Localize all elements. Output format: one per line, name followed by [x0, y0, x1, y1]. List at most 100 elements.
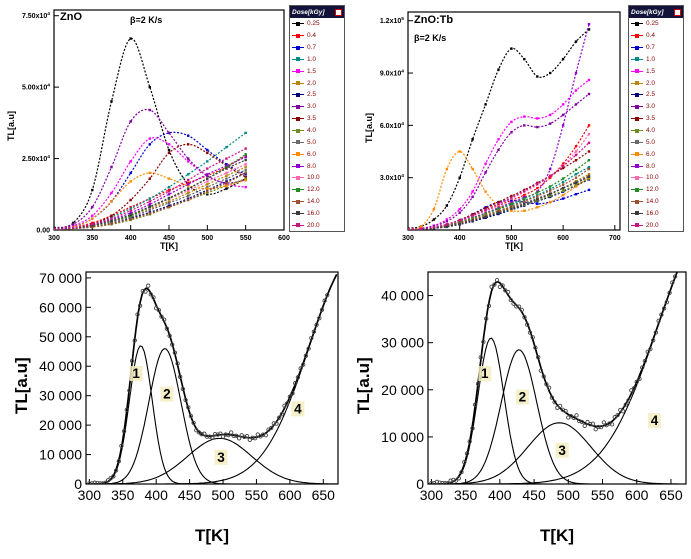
- legend-header-icon: [674, 8, 681, 16]
- measured-point-icon: [552, 399, 557, 405]
- data-marker-icon: [187, 178, 190, 182]
- measured-point-icon: [629, 388, 634, 393]
- data-marker-icon: [244, 163, 247, 166]
- measured-point-icon: [164, 326, 170, 331]
- dose-label: 2.0: [646, 79, 656, 87]
- measured-point-icon: [143, 289, 148, 294]
- legend-entry: 12.0: [629, 184, 683, 196]
- data-marker-icon: [91, 214, 94, 217]
- data-marker-icon: [225, 164, 228, 167]
- data-marker-icon: [432, 226, 436, 229]
- data-marker-icon: [244, 165, 247, 169]
- measured-point-icon: [659, 312, 664, 317]
- measured-point-icon: [541, 374, 546, 379]
- data-marker-icon: [549, 122, 552, 125]
- data-marker-icon: [574, 89, 578, 92]
- data-marker-icon: [408, 228, 410, 230]
- measured-point-icon: [277, 415, 282, 420]
- legend-entry: 8.0: [629, 160, 683, 172]
- dose-label: 6.0: [307, 150, 317, 158]
- measured-point-icon: [448, 478, 453, 483]
- data-marker-icon: [244, 185, 247, 189]
- tick-label: 30 000: [39, 388, 82, 404]
- tick-label: 350: [454, 487, 478, 503]
- measured-point-icon: [555, 405, 560, 410]
- data-marker-icon: [510, 47, 513, 50]
- dose-label: 5.0: [307, 138, 317, 146]
- measured-point-icon: [282, 403, 287, 408]
- data-marker-icon: [72, 221, 75, 225]
- dose-series-line: [54, 172, 246, 230]
- data-marker-icon: [510, 202, 513, 205]
- measured-point-icon: [623, 402, 628, 407]
- data-marker-icon: [129, 37, 132, 40]
- measured-point-icon: [183, 397, 188, 403]
- measured-point-icon: [609, 422, 615, 427]
- data-marker-icon: [110, 200, 113, 203]
- total-fit-curve: [86, 274, 338, 484]
- peak-label-highlight: [648, 413, 662, 429]
- measured-point-icon: [287, 394, 293, 399]
- measured-point-icon: [631, 386, 637, 391]
- measured-point-icon: [218, 431, 223, 436]
- data-marker-icon: [587, 28, 591, 31]
- data-marker-icon: [206, 160, 209, 163]
- legend-entry: 10.0: [629, 172, 683, 184]
- data-marker-icon: [244, 168, 247, 172]
- measured-point-icon: [148, 292, 153, 297]
- data-marker-icon: [510, 205, 513, 208]
- measured-point-icon: [640, 365, 645, 370]
- data-marker-icon: [225, 171, 228, 175]
- measured-point-icon: [178, 374, 183, 379]
- legend-entry: 10.0: [290, 172, 344, 184]
- data-marker-icon: [523, 57, 526, 61]
- measured-point-icon: [590, 421, 596, 426]
- measured-point-icon: [311, 329, 317, 334]
- measured-point-icon: [175, 361, 180, 366]
- data-marker-icon: [574, 153, 578, 157]
- data-marker-icon: [187, 143, 190, 146]
- tick-label: 70 000: [39, 270, 82, 286]
- measured-point-icon: [119, 443, 124, 449]
- peak-label-highlight: [291, 401, 305, 417]
- data-marker-icon: [523, 124, 526, 127]
- data-marker-icon: [510, 209, 513, 212]
- dose-marker-icon: [292, 198, 304, 206]
- data-marker-icon: [549, 176, 552, 179]
- sample-title-zno: ZnO: [60, 11, 82, 23]
- data-marker-icon: [549, 189, 552, 192]
- data-marker-icon: [129, 160, 132, 163]
- tick-label: 400: [125, 235, 137, 242]
- data-marker-icon: [561, 162, 565, 165]
- data-marker-icon: [206, 183, 209, 186]
- data-marker-icon: [225, 157, 228, 160]
- data-marker-icon: [445, 204, 448, 207]
- measured-point-icon: [191, 420, 196, 426]
- legend-entry: 3.5: [629, 113, 683, 125]
- data-marker-icon: [225, 145, 228, 149]
- data-marker-icon: [561, 186, 565, 190]
- tick-label: 550: [245, 487, 269, 503]
- tick-label: 0.00: [36, 228, 50, 235]
- data-marker-icon: [549, 167, 552, 171]
- measured-point-icon: [574, 413, 579, 418]
- data-marker-icon: [244, 153, 247, 156]
- data-marker-icon: [167, 177, 171, 180]
- dose-marker-icon: [292, 150, 304, 158]
- znotb-deconvolution-panel: 300 350 400 450 500 550 600 650 0 10 000 20 000 30 …: [352, 262, 691, 559]
- legend-entry: 20.0: [290, 219, 344, 231]
- data-marker-icon: [484, 207, 487, 210]
- znotb-deconvolution-plot-area: 300 350 400 450 500 550 600 650 0 10 000 20 000 30 …: [381, 271, 687, 503]
- data-marker-icon: [148, 137, 151, 140]
- data-marker-icon: [549, 192, 552, 196]
- tick-label: 450: [163, 235, 175, 242]
- dose-marker-icon: [631, 67, 643, 75]
- measured-point-icon: [204, 434, 210, 439]
- data-marker-icon: [244, 155, 247, 159]
- data-marker-icon: [445, 225, 448, 228]
- data-marker-icon: [574, 193, 578, 196]
- legend-entry: 4.0: [629, 125, 683, 137]
- data-marker-icon: [225, 184, 228, 187]
- data-marker-icon: [129, 213, 132, 216]
- data-marker-icon: [187, 160, 190, 163]
